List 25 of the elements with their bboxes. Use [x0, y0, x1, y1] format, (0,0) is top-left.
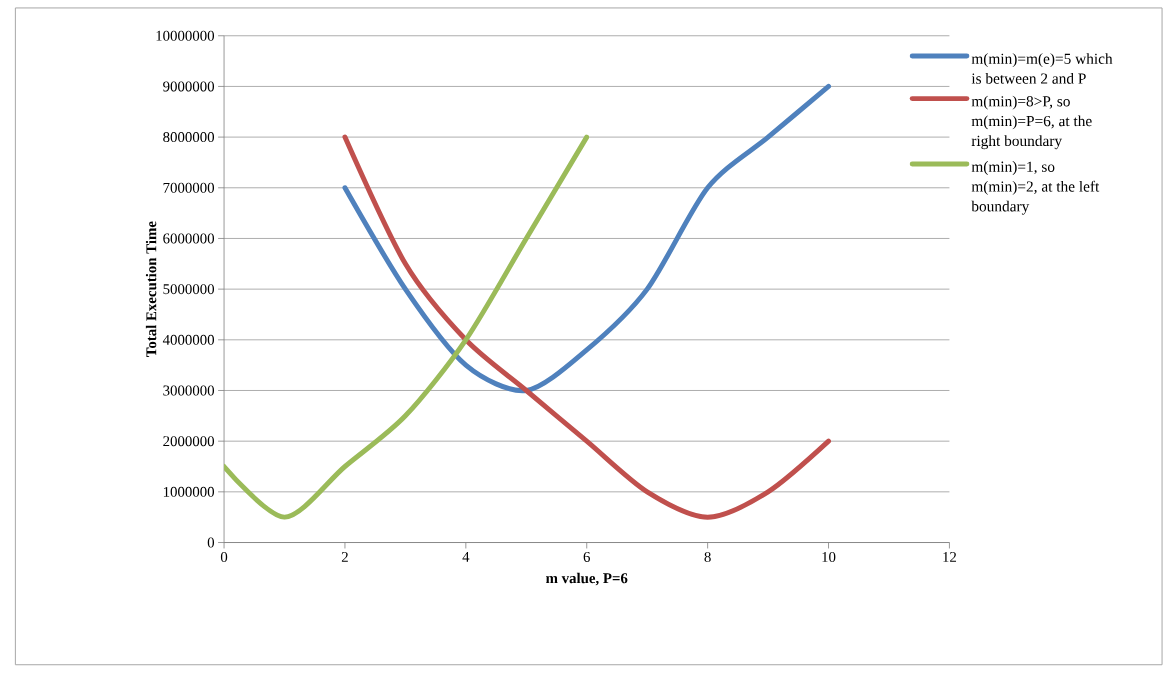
- y-axis-title: Total Execution Time: [145, 221, 157, 358]
- y-tick-label: 10000000: [156, 30, 215, 41]
- y-tick-label: 1000000: [163, 486, 215, 497]
- y-tick-label: 0: [207, 537, 215, 548]
- x-tick-label: 8: [704, 552, 711, 563]
- y-tick-label: 9000000: [163, 81, 215, 92]
- y-tick-label: 8000000: [163, 132, 215, 143]
- y-tick-label: 4000000: [162, 334, 215, 345]
- line-series: [342, 84, 832, 394]
- x-axis-title: m value, P=6: [546, 572, 628, 586]
- y-tick-label: 3000000: [163, 385, 215, 396]
- line-series: [224, 134, 590, 520]
- legend-label: m(min)=8>P, so m(min)=P=6, at the right boundary: [971, 95, 1092, 150]
- x-tick-label: 10: [822, 552, 836, 563]
- x-tick-label: 0: [220, 552, 228, 563]
- line-series: [342, 134, 832, 520]
- x-tick-label: 12: [943, 552, 957, 562]
- legend-label: m(min)=1, so m(min)=2, at the left boundary: [971, 161, 1100, 215]
- x-tick-label: 6: [583, 552, 591, 563]
- y-tick-label: 5000000: [163, 284, 215, 295]
- y-tick-label: 7000000: [163, 182, 215, 193]
- x-tick-label: 4: [462, 552, 470, 562]
- y-tick-label: 2000000: [163, 436, 215, 447]
- x-tick-label: 2: [341, 552, 348, 562]
- y-tick-label: 6000000: [163, 233, 215, 244]
